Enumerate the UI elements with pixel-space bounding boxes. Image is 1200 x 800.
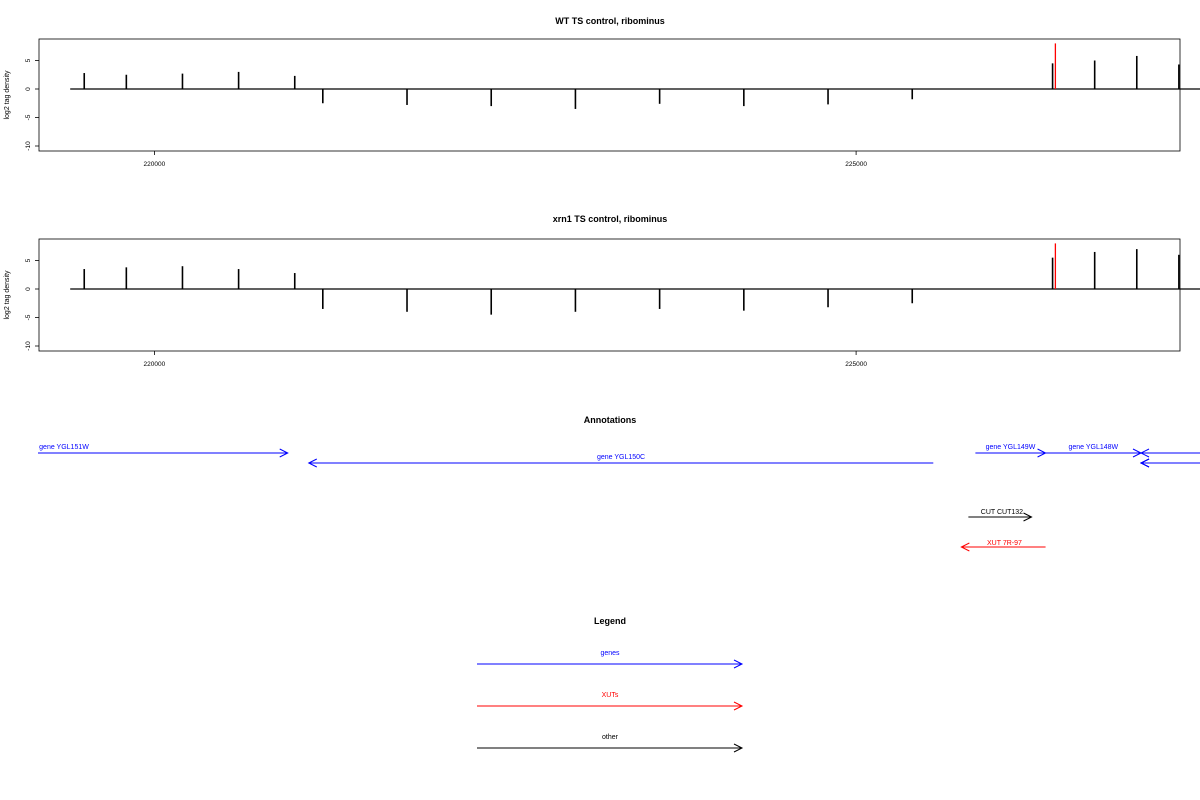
- y-tick-label: 5: [25, 58, 32, 62]
- x-tick-label: 225000: [845, 361, 867, 368]
- arrow-head: [733, 659, 744, 669]
- feature-label: gene YGL148W: [1068, 444, 1118, 451]
- panel-title: xrn1 TS control, ribominus: [553, 214, 668, 224]
- arrow-head: [960, 542, 970, 552]
- arrow-head: [1037, 448, 1047, 458]
- plot-frame: [38, 38, 1181, 152]
- feature-label: gene YGL149W: [986, 444, 1036, 451]
- y-axis-label: log2 tag density: [4, 270, 11, 320]
- legend-arrow: [477, 743, 744, 753]
- feature-label: gene YGL151W: [39, 444, 89, 451]
- feature-label: gene YGL150C: [597, 454, 645, 461]
- y-tick-label: -5: [25, 114, 32, 120]
- gene-arrow: [1139, 458, 1200, 468]
- y-tick-label: -10: [25, 141, 32, 151]
- arrow-head: [733, 701, 744, 711]
- track-panel-xrn1: xrn1 TS control, ribominus log2 tag dens…: [4, 214, 1200, 368]
- axes: 220000225000230000235000-10-505: [25, 58, 867, 168]
- gene-arrow: [1139, 448, 1200, 458]
- feature-label: CUT CUT132: [981, 509, 1023, 516]
- legend-items: genes XUTs other: [477, 650, 744, 753]
- legend-arrow: [477, 659, 744, 669]
- x-tick-label: 220000: [144, 361, 166, 368]
- legend-item: XUTs: [477, 692, 744, 711]
- y-tick-label: 5: [25, 258, 32, 262]
- plot-frame: [38, 238, 1181, 352]
- panel-title: WT TS control, ribominus: [555, 16, 665, 26]
- track-panel-wt: WT TS control, ribominus log2 tag densit…: [4, 16, 1200, 168]
- legend-item: other: [477, 734, 744, 753]
- legend-item: genes: [477, 650, 744, 669]
- y-axis-label: log2 tag density: [4, 70, 11, 120]
- annotations-title: Annotations: [584, 415, 637, 425]
- coverage-bars: [70, 43, 1200, 109]
- arrow-head: [1023, 512, 1033, 522]
- arrow-head: [733, 743, 744, 753]
- legend-label: XUTs: [602, 692, 619, 699]
- arrow-head: [307, 458, 318, 468]
- coverage-bars: [70, 243, 1200, 315]
- y-tick-label: 0: [25, 287, 32, 291]
- gene-arrow: [307, 458, 934, 468]
- cut-arrow: [968, 512, 1033, 522]
- annotation-features: gene YGL151W gene YGL150C gene YGL149W gene…: [38, 444, 1200, 552]
- xut-arrow: [960, 542, 1046, 552]
- legend-label: other: [602, 734, 619, 741]
- y-tick-label: -10: [25, 341, 32, 351]
- x-tick-label: 220000: [144, 161, 166, 168]
- legend-title: Legend: [594, 616, 626, 626]
- feature-label: XUT 7R-97: [987, 540, 1022, 547]
- legend: Legend genes XUTs other: [477, 616, 744, 753]
- y-tick-label: -5: [25, 314, 32, 320]
- legend-label: genes: [600, 650, 620, 657]
- axes: 220000225000230000235000-10-505: [25, 258, 867, 368]
- y-tick-label: 0: [25, 87, 32, 91]
- gene-arrow: [975, 448, 1047, 458]
- arrow-head: [1139, 458, 1150, 468]
- arrow-head: [1139, 448, 1150, 458]
- arrow-head: [279, 448, 289, 458]
- x-tick-label: 225000: [845, 161, 867, 168]
- gene-arrow: [38, 448, 289, 458]
- legend-arrow: [477, 701, 744, 711]
